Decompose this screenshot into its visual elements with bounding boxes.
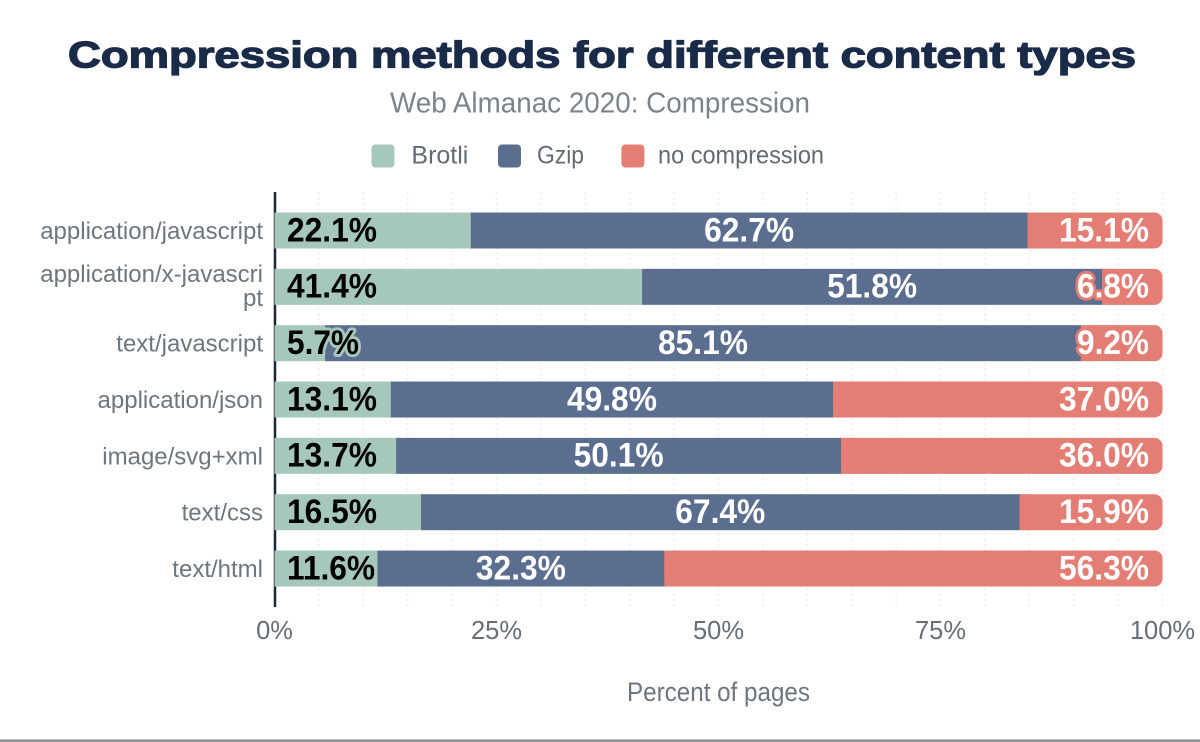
svg-text:16.5%: 16.5% xyxy=(287,493,377,531)
svg-text:text/css: text/css xyxy=(182,500,263,527)
svg-text:application/javascript: application/javascript xyxy=(40,218,263,245)
svg-text:6.8%: 6.8% xyxy=(1077,268,1149,306)
svg-text:image/svg+xml: image/svg+xml xyxy=(102,443,263,470)
svg-text:51.8%: 51.8% xyxy=(827,268,917,306)
svg-text:Compression methods for differ: Compression methods for different conten… xyxy=(68,35,1136,76)
svg-text:56.3%: 56.3% xyxy=(1059,549,1149,587)
svg-text:application/x-javascri: application/x-javascri xyxy=(40,261,263,288)
svg-text:36.0%: 36.0% xyxy=(1059,437,1149,475)
svg-text:15.9%: 15.9% xyxy=(1059,493,1149,531)
svg-text:32.3%: 32.3% xyxy=(476,549,566,587)
svg-text:9.2%: 9.2% xyxy=(1077,324,1149,362)
svg-text:13.1%: 13.1% xyxy=(287,380,377,418)
svg-text:13.7%: 13.7% xyxy=(287,437,377,475)
svg-text:62.7%: 62.7% xyxy=(704,211,794,249)
svg-text:15.1%: 15.1% xyxy=(1059,211,1149,249)
svg-text:no compression: no compression xyxy=(658,142,824,170)
svg-text:49.8%: 49.8% xyxy=(567,380,657,418)
svg-text:22.1%: 22.1% xyxy=(287,211,377,249)
svg-text:50.1%: 50.1% xyxy=(574,437,664,475)
svg-text:text/html: text/html xyxy=(172,556,263,583)
svg-text:5.7%: 5.7% xyxy=(287,324,359,362)
svg-text:11.6%: 11.6% xyxy=(287,549,375,587)
svg-text:pt: pt xyxy=(243,285,263,312)
svg-text:25%: 25% xyxy=(471,617,522,645)
svg-text:50%: 50% xyxy=(693,617,744,645)
svg-text:41.4%: 41.4% xyxy=(287,268,377,306)
svg-text:37.0%: 37.0% xyxy=(1059,380,1149,418)
svg-text:Brotli: Brotli xyxy=(411,142,468,170)
svg-text:67.4%: 67.4% xyxy=(675,493,765,531)
svg-text:text/javascript: text/javascript xyxy=(116,331,263,358)
svg-text:application/json: application/json xyxy=(98,387,263,414)
svg-text:Percent of pages: Percent of pages xyxy=(627,677,810,707)
svg-text:100%: 100% xyxy=(1130,617,1195,645)
svg-text:Gzip: Gzip xyxy=(537,142,584,170)
svg-text:Web Almanac 2020: Compression: Web Almanac 2020: Compression xyxy=(390,88,810,120)
svg-text:75%: 75% xyxy=(915,617,966,645)
svg-text:0%: 0% xyxy=(256,617,293,645)
svg-text:85.1%: 85.1% xyxy=(658,324,748,362)
